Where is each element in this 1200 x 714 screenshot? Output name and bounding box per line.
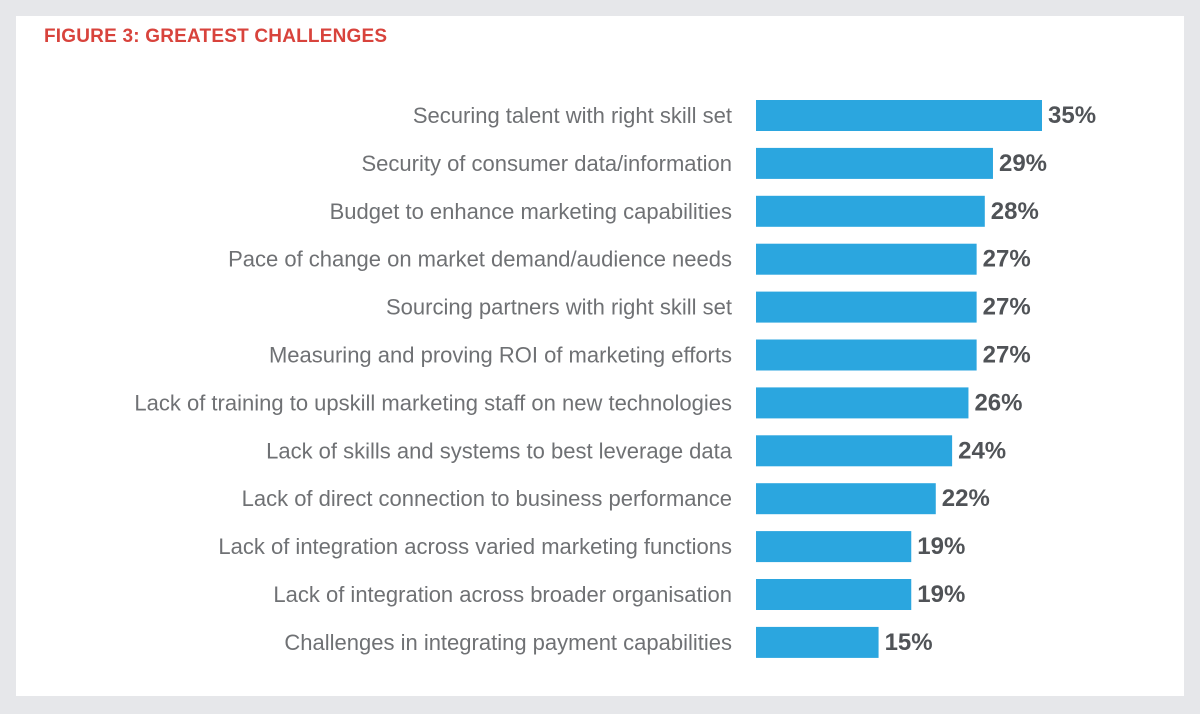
category-label: Lack of integration across broader organ… xyxy=(273,582,732,607)
category-label: Lack of training to upskill marketing st… xyxy=(134,390,732,415)
bar xyxy=(756,483,936,515)
value-label: 19% xyxy=(917,581,965,608)
figure-title: FIGURE 3: GREATEST CHALLENGES xyxy=(44,26,388,47)
value-label: 35% xyxy=(1048,102,1096,129)
bar xyxy=(756,387,969,419)
category-label: Measuring and proving ROI of marketing e… xyxy=(269,343,732,368)
bar-chart: Securing talent with right skill set 35% S… xyxy=(134,100,1096,658)
bar xyxy=(756,243,977,275)
bar xyxy=(756,195,985,227)
value-label: 19% xyxy=(917,533,965,560)
bar xyxy=(756,147,993,179)
category-label: Security of consumer data/information xyxy=(361,151,732,176)
value-label: 27% xyxy=(983,246,1031,273)
value-label: 26% xyxy=(974,389,1022,416)
value-label: 24% xyxy=(958,437,1006,464)
bar xyxy=(756,291,977,323)
category-label: Budget to enhance marketing capabilities xyxy=(330,199,732,224)
category-label: Lack of integration across varied market… xyxy=(218,534,732,559)
bar xyxy=(756,579,912,610)
category-label: Lack of skills and systems to best lever… xyxy=(266,438,733,463)
bar xyxy=(756,339,977,371)
bar xyxy=(756,626,879,658)
category-label: Pace of change on market demand/audience… xyxy=(228,247,732,272)
category-label: Sourcing partners with right skill set xyxy=(386,295,732,320)
chart-card: FIGURE 3: GREATEST CHALLENGES Securing t… xyxy=(16,16,1184,696)
category-label: Lack of direct connection to business pe… xyxy=(242,486,732,511)
category-label: Challenges in integrating payment capabi… xyxy=(284,630,732,655)
bar xyxy=(756,435,953,467)
value-label: 27% xyxy=(983,294,1031,321)
value-label: 27% xyxy=(983,342,1031,369)
value-label: 29% xyxy=(999,150,1047,177)
value-label: 28% xyxy=(991,198,1039,225)
bar xyxy=(756,531,912,563)
value-label: 15% xyxy=(885,629,933,656)
bar xyxy=(756,100,1042,131)
category-label: Securing talent with right skill set xyxy=(413,103,732,128)
value-label: 22% xyxy=(942,485,990,512)
